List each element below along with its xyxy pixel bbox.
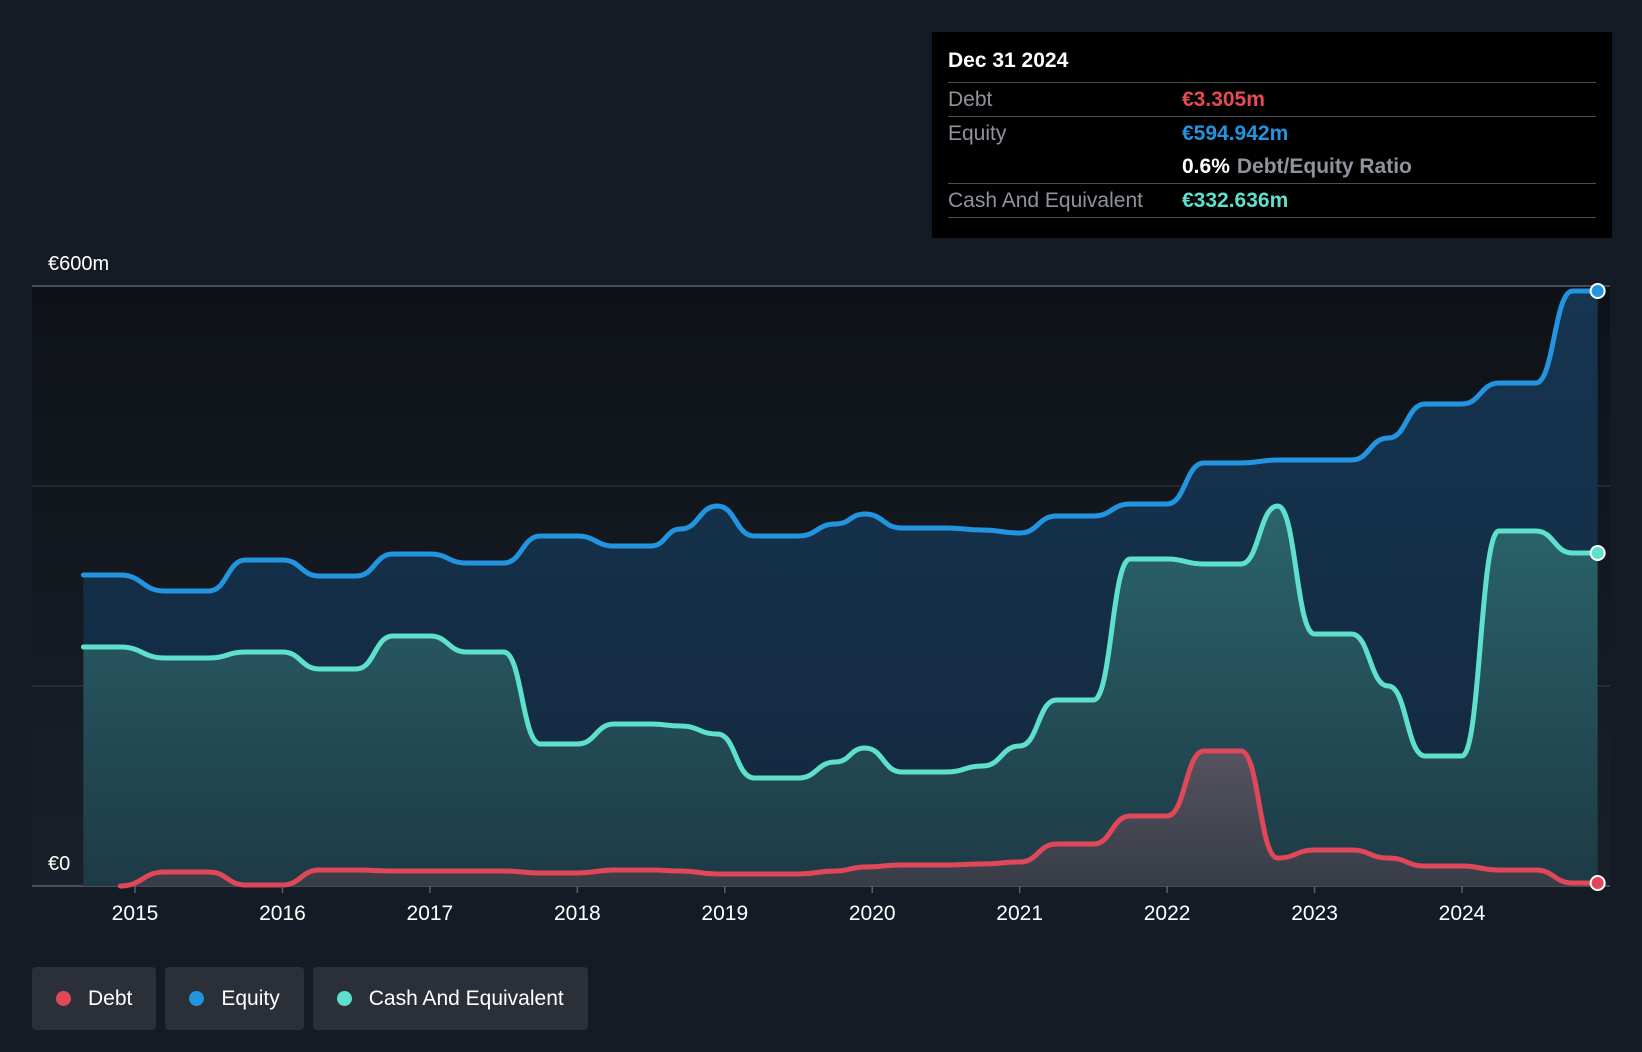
legend-label-cash: Cash And Equivalent — [368, 986, 564, 1010]
tooltip-debt-label: Debt — [948, 87, 993, 111]
x-tick-label-2019: 2019 — [701, 902, 748, 925]
legend-dot-cash — [336, 991, 352, 1006]
debt-endpoint[interactable] — [1589, 875, 1606, 891]
x-tick-label-2016: 2016 — [259, 902, 306, 925]
tooltip-cash-value: €332.636m — [1182, 188, 1289, 212]
x-tick-label-2024: 2024 — [1439, 902, 1486, 925]
debt-area — [120, 751, 1598, 886]
y-axis-top-label: €600m — [48, 253, 109, 275]
debt-line — [117, 748, 1601, 889]
x-tick-label-2023: 2023 — [1291, 902, 1338, 925]
legend-label-debt: Debt — [88, 986, 133, 1010]
x-tick-label-2017: 2017 — [407, 902, 454, 925]
series-endpoints — [1589, 283, 1606, 891]
legend-label-equity: Equity — [221, 986, 280, 1010]
equity-endpoint[interactable] — [1589, 283, 1606, 299]
tooltip-ratio-value: 0.6% — [1182, 154, 1230, 178]
tooltip-equity-value: €594.942m — [1182, 121, 1289, 145]
legend-item-equity[interactable]: Equity — [165, 967, 304, 1030]
tooltip-cash-label: Cash And Equivalent — [948, 188, 1143, 212]
tooltip-ratio-label: Debt/Equity Ratio — [1236, 154, 1412, 178]
tooltip-row-cash: Cash And Equivalent €332.636m — [948, 183, 1596, 218]
legend: Debt Equity Cash And Equivalent — [32, 967, 588, 1030]
tooltip-date: Dec 31 2024 — [948, 49, 1069, 72]
legend-dot-equity — [189, 991, 205, 1006]
x-tick-label-2022: 2022 — [1144, 902, 1191, 925]
x-tick-label-2021: 2021 — [996, 902, 1043, 925]
legend-item-debt[interactable]: Debt — [32, 967, 157, 1030]
equity-line — [80, 288, 1601, 594]
tooltip-row-equity: Equity €594.942m — [948, 116, 1596, 150]
tooltip-panel: Dec 31 2024 Debt €3.305m Equity €594.942… — [932, 32, 1612, 238]
x-tick-label-2015: 2015 — [112, 902, 159, 925]
x-tick-label-2018: 2018 — [554, 902, 601, 925]
series-lines — [80, 288, 1601, 889]
cash-endpoint[interactable] — [1589, 545, 1606, 561]
y-axis-bottom-label: €0 — [48, 853, 70, 875]
legend-dot-debt — [56, 991, 71, 1006]
tooltip-row-debt: Debt €3.305m — [948, 82, 1596, 116]
x-axis-ticks: 2015 2016 2017 2018 2019 2020 2021 2022 2023 2024 — [112, 886, 1486, 925]
tooltip-row-ratio: 0.6% Debt/Equity Ratio — [948, 150, 1596, 183]
cash-line — [80, 503, 1601, 781]
tooltip-debt-value: €3.305m — [1182, 87, 1265, 111]
series-areas — [83, 291, 1598, 886]
tooltip-equity-label: Equity — [948, 121, 1007, 145]
legend-item-cash[interactable]: Cash And Equivalent — [312, 967, 588, 1030]
x-tick-label-2020: 2020 — [849, 902, 896, 925]
